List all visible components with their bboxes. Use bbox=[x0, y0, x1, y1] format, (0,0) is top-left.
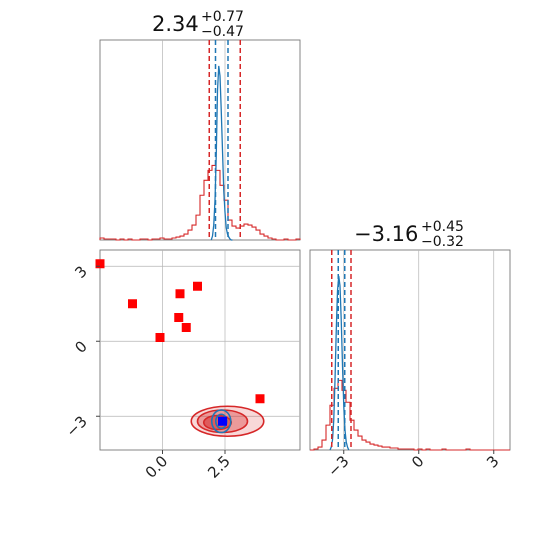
red-square-marker bbox=[175, 289, 185, 299]
param1-median: 2.34 bbox=[152, 12, 199, 36]
param1-plus-error: +0.77 bbox=[201, 9, 244, 25]
param2-x-tick-label: 0 bbox=[408, 452, 427, 471]
param1-title: 2.34 +0.77 −0.47 bbox=[152, 9, 244, 40]
param1-red-histogram bbox=[99, 164, 301, 241]
param1-x-tick-label: 2.5 bbox=[204, 452, 234, 482]
param2-title: −3.16 +0.45 −0.32 bbox=[354, 219, 464, 250]
tick-labels: 0.0 2.5 −3 −3 0 0 3 3 bbox=[62, 262, 502, 481]
param2-minus-error: −0.32 bbox=[421, 234, 464, 250]
param2-histogram-frame bbox=[309, 249, 511, 451]
param2-blue-histogram bbox=[329, 275, 350, 451]
joint-2d-plot bbox=[95, 259, 265, 438]
joint-2d-frame bbox=[99, 249, 301, 451]
param1-histograms bbox=[99, 40, 301, 241]
param2-y-tick-label: −3 bbox=[62, 412, 90, 440]
param1-x-tick-label: 0.0 bbox=[142, 452, 172, 482]
red-square-marker bbox=[255, 394, 265, 404]
blue-square-marker bbox=[218, 416, 227, 426]
param2-y-tick-label: 3 bbox=[71, 262, 90, 281]
red-square-marker bbox=[193, 281, 202, 291]
red-square-marker bbox=[95, 259, 105, 269]
param2-histograms bbox=[310, 250, 510, 451]
param2-red-histogram bbox=[310, 379, 510, 451]
red-square-marker bbox=[128, 299, 137, 309]
param1-minus-error: −0.47 bbox=[201, 24, 244, 40]
red-square-marker bbox=[181, 323, 191, 332]
param2-y-tick-label: 0 bbox=[71, 337, 90, 356]
red-square-marker bbox=[155, 333, 165, 342]
param1-histogram-frame bbox=[99, 39, 301, 241]
param1-blue-histogram bbox=[210, 65, 233, 241]
param2-x-tick-label: 3 bbox=[483, 452, 502, 471]
param2-plus-error: +0.45 bbox=[421, 219, 464, 235]
param2-x-tick-label: −3 bbox=[324, 452, 352, 480]
blue-density-contour bbox=[210, 409, 232, 434]
red-square-marker bbox=[174, 313, 184, 322]
param2-median: −3.16 bbox=[354, 222, 418, 246]
